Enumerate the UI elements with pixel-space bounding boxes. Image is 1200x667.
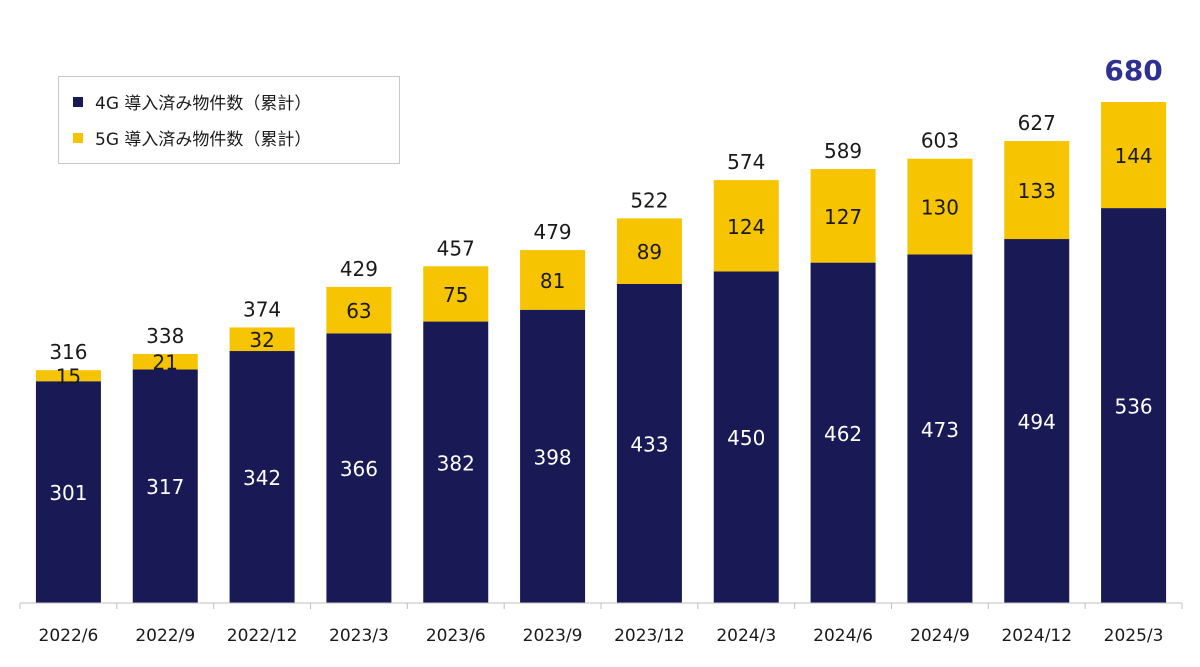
bar-4g (326, 333, 392, 603)
total-label: 429 (340, 257, 378, 281)
bar-4g (423, 321, 489, 603)
bar-5g (35, 370, 101, 382)
total-label: 457 (437, 236, 475, 260)
legend-item-4g: 4G 導入済み物件数（累計） (73, 89, 311, 114)
x-tick-label: 2022/6 (39, 626, 99, 646)
data-label-5g: 21 (153, 351, 178, 375)
bar-4g (907, 254, 973, 603)
data-label-5g: 133 (1018, 179, 1056, 203)
data-label-4g: 494 (1018, 410, 1056, 434)
data-label-4g: 462 (824, 422, 862, 446)
data-label-4g: 366 (340, 457, 378, 481)
data-label-5g: 130 (921, 196, 959, 220)
bar-5g (520, 250, 586, 310)
total-label-highlight: 680 (1104, 54, 1162, 87)
x-tick-label: 2023/6 (426, 626, 486, 646)
data-label-5g: 63 (346, 299, 371, 323)
bar-4g (1101, 208, 1167, 603)
total-label: 316 (49, 340, 87, 364)
bar-5g (229, 327, 295, 352)
data-label-4g: 301 (49, 481, 87, 505)
bar-4g (810, 262, 876, 603)
bar-5g (810, 169, 876, 263)
data-label-4g: 342 (243, 466, 281, 490)
x-tick-label: 2023/3 (329, 626, 389, 646)
bar-4g (520, 309, 586, 603)
total-label: 374 (243, 297, 281, 321)
data-label-5g: 75 (443, 283, 468, 307)
x-tick-label: 2025/3 (1104, 626, 1164, 646)
legend-swatch-4g (73, 96, 83, 107)
total-label: 603 (921, 129, 959, 153)
x-axis-ticks (19, 603, 1183, 609)
total-label: 589 (824, 139, 862, 163)
bar-5g (1101, 102, 1167, 209)
data-label-4g: 398 (533, 445, 571, 469)
bar-4g (229, 351, 295, 603)
x-tick-label: 2022/12 (227, 626, 298, 646)
bar-5g (1004, 141, 1070, 240)
bar-5g (423, 266, 489, 322)
legend-item-5g: 5G 導入済み物件数（累計） (73, 125, 311, 150)
x-axis-labels: 2022/6 2022/9 2022/12 2023/3 2023/6 2023/9 202… (39, 626, 1164, 646)
legend-label-5g: 5G 導入済み物件数（累計） (95, 130, 312, 150)
data-label-5g: 124 (727, 215, 765, 239)
data-label-4g: 433 (630, 432, 668, 456)
data-label-5g: 144 (1114, 144, 1152, 168)
total-label: 338 (146, 324, 184, 348)
data-label-4g: 473 (921, 418, 959, 442)
x-tick-label: 2023/9 (523, 626, 583, 646)
legend-label-4g: 4G 導入済み物件数（累計） (95, 94, 312, 114)
data-label-5g: 81 (540, 269, 565, 293)
x-tick-label: 2023/12 (614, 626, 685, 646)
data-label-5g: 89 (637, 240, 662, 264)
data-label-4g: 317 (146, 475, 184, 499)
bar-5g (132, 353, 198, 370)
legend-swatch-5g (73, 132, 83, 143)
x-tick-label: 2024/9 (910, 626, 970, 646)
x-tick-label: 2024/12 (1001, 626, 1072, 646)
total-label: 574 (727, 150, 765, 174)
data-label-5g: 15 (56, 365, 81, 389)
data-label-4g: 382 (437, 451, 475, 475)
total-label: 479 (533, 220, 571, 244)
data-label-4g: 536 (1114, 395, 1152, 419)
total-label: 627 (1018, 111, 1056, 135)
data-label-5g: 32 (249, 328, 274, 352)
total-label: 522 (630, 188, 668, 212)
bar-4g (35, 381, 101, 603)
x-tick-label: 2024/6 (813, 626, 873, 646)
data-label-5g: 127 (824, 205, 862, 229)
bar-4g (132, 369, 198, 603)
data-label-4g: 450 (727, 426, 765, 450)
x-tick-label: 2022/9 (135, 626, 195, 646)
x-tick-label: 2024/3 (716, 626, 776, 646)
bars-layer (35, 102, 1167, 603)
bar-5g (907, 158, 973, 255)
bar-4g (1004, 239, 1070, 603)
bar-4g (616, 283, 682, 603)
bar-5g (326, 286, 392, 334)
bar-5g (713, 180, 779, 272)
bar-5g (616, 218, 682, 284)
legend: 4G 導入済み物件数（累計） 5G 導入済み物件数（累計） (58, 76, 400, 164)
bar-4g (713, 271, 779, 603)
